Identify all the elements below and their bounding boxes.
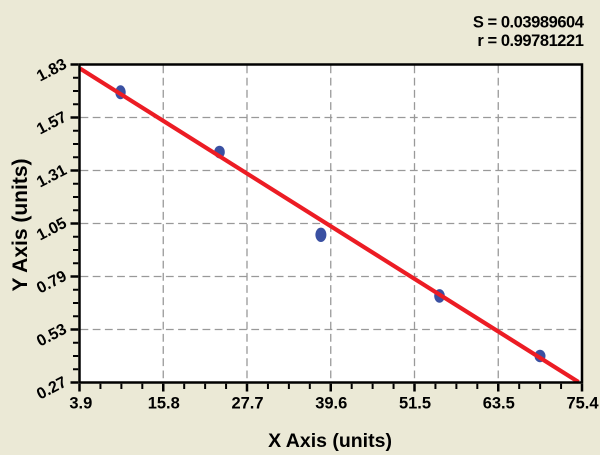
svg-text:75.4: 75.4 bbox=[566, 394, 599, 412]
svg-text:3.9: 3.9 bbox=[69, 394, 92, 412]
svg-text:51.5: 51.5 bbox=[399, 394, 431, 412]
svg-text:X Axis (units): X Axis (units) bbox=[268, 430, 392, 452]
svg-text:r = 0.99781221: r = 0.99781221 bbox=[477, 32, 583, 50]
svg-text:63.5: 63.5 bbox=[483, 394, 515, 412]
svg-text:Y Axis (units): Y Axis (units) bbox=[9, 158, 32, 291]
svg-text:S = 0.03989604: S = 0.03989604 bbox=[473, 14, 585, 32]
svg-text:39.6: 39.6 bbox=[315, 394, 347, 412]
svg-text:27.7: 27.7 bbox=[231, 394, 263, 412]
svg-text:15.8: 15.8 bbox=[148, 394, 180, 412]
